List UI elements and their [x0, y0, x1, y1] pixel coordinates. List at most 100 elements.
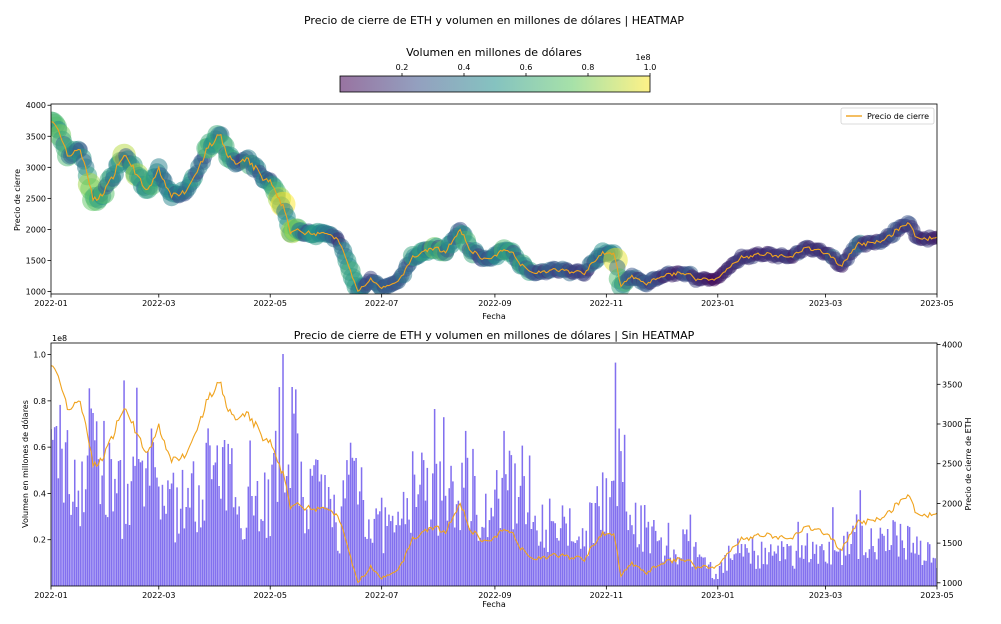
volume-bar	[52, 439, 54, 586]
y-tick-label: 2500	[26, 194, 46, 203]
volume-bar	[813, 553, 816, 586]
volume-bar	[165, 513, 167, 586]
volume-bar	[94, 440, 96, 586]
volume-bar	[596, 486, 598, 586]
volume-bar	[722, 572, 725, 586]
volume-bar	[369, 538, 372, 586]
volume-bar	[746, 548, 748, 586]
colorbar-tick-label: 1.0	[644, 63, 657, 72]
volume-bar	[136, 387, 138, 586]
volume-bar	[375, 508, 377, 586]
volume-bar	[393, 532, 396, 586]
volume-bar	[879, 527, 882, 586]
volume-bar	[863, 555, 865, 586]
volume-bar	[110, 459, 113, 586]
volume-bar	[428, 528, 430, 586]
volume-bar	[824, 561, 827, 586]
volume-bar	[762, 564, 765, 586]
volume-bar	[572, 541, 575, 586]
volume-bar	[384, 507, 387, 586]
volume-bar	[274, 430, 277, 586]
volume-bar	[503, 430, 505, 586]
colorbar-tick-label: 0.2	[396, 63, 409, 72]
volume-bar	[305, 509, 308, 586]
volume-bar	[731, 560, 734, 586]
volume-bar	[598, 506, 600, 586]
volume-bar	[580, 548, 582, 586]
top-legend-label: Precio de cierre	[867, 112, 929, 121]
volume-bar	[709, 562, 712, 586]
volume-bar	[426, 467, 429, 586]
volume-bar	[706, 568, 708, 586]
top-chart-title: Precio de cierre de ETH y volumen en mil…	[304, 14, 684, 27]
volume-bar	[483, 527, 485, 586]
volume-bar	[327, 487, 330, 586]
volume-bar	[751, 537, 754, 586]
volume-bar	[764, 547, 767, 586]
volume-bar	[927, 542, 929, 586]
volume-bar	[669, 557, 672, 586]
volume-bar	[377, 514, 379, 586]
volume-bar	[857, 559, 860, 586]
volume-bar	[326, 507, 328, 586]
volume-bar	[525, 524, 527, 586]
volume-bar	[698, 554, 701, 586]
volume-bar	[452, 481, 454, 586]
volume-bar	[875, 559, 878, 586]
volume-bar	[210, 479, 213, 586]
volume-bar	[651, 526, 653, 586]
volume-bar	[178, 533, 180, 586]
volume-bar	[406, 498, 408, 586]
volume-bar	[159, 519, 162, 586]
volume-bar	[388, 514, 390, 586]
volume-bar	[128, 525, 131, 586]
volume-bar	[894, 521, 896, 586]
volume-bar	[284, 492, 286, 586]
volume-bar	[603, 531, 606, 586]
volume-bar	[901, 540, 904, 586]
volume-bar	[773, 551, 776, 586]
volume-bar	[647, 521, 650, 586]
volume-bar	[653, 520, 655, 586]
volume-bar	[106, 517, 109, 586]
colorbar-frame	[339, 75, 651, 93]
volume-bar	[472, 448, 474, 586]
volume-bar	[713, 579, 715, 586]
volume-bar	[236, 514, 239, 586]
y-tick-label: 2500	[942, 460, 962, 469]
volume-bar	[643, 505, 646, 586]
volume-bar	[351, 457, 354, 586]
volume-bar	[877, 538, 880, 586]
top-y-axis-label: Precio de cierre	[13, 169, 22, 231]
x-tick-label: 2022-05	[253, 299, 286, 308]
volume-bar	[88, 388, 91, 586]
volume-bar	[417, 494, 419, 586]
volume-bar	[221, 447, 224, 586]
volume-bar	[68, 494, 71, 586]
volume-bar	[324, 475, 326, 586]
x-tick-label: 2023-01	[701, 591, 734, 600]
volume-bar	[395, 525, 398, 586]
volume-bar	[251, 496, 253, 586]
volume-bar	[220, 498, 222, 586]
volume-bar	[832, 507, 834, 586]
volume-bar	[158, 486, 160, 586]
volume-bar	[629, 514, 631, 586]
volume-bar	[625, 511, 628, 586]
volume-bar	[508, 450, 511, 586]
volume-bar	[914, 553, 916, 586]
volume-bar	[788, 546, 790, 586]
volume-bar	[137, 459, 140, 586]
volume-bar	[623, 434, 626, 586]
volume-bar	[486, 537, 489, 586]
volume-bar	[57, 478, 60, 586]
volume-bar	[234, 497, 237, 586]
volume-bar	[600, 529, 602, 586]
volume-bar	[196, 532, 198, 586]
volume-bar	[242, 539, 244, 586]
volume-bar	[293, 413, 295, 586]
volume-bar	[121, 538, 124, 586]
volume-bar	[702, 557, 704, 586]
volume-bar	[357, 504, 359, 586]
